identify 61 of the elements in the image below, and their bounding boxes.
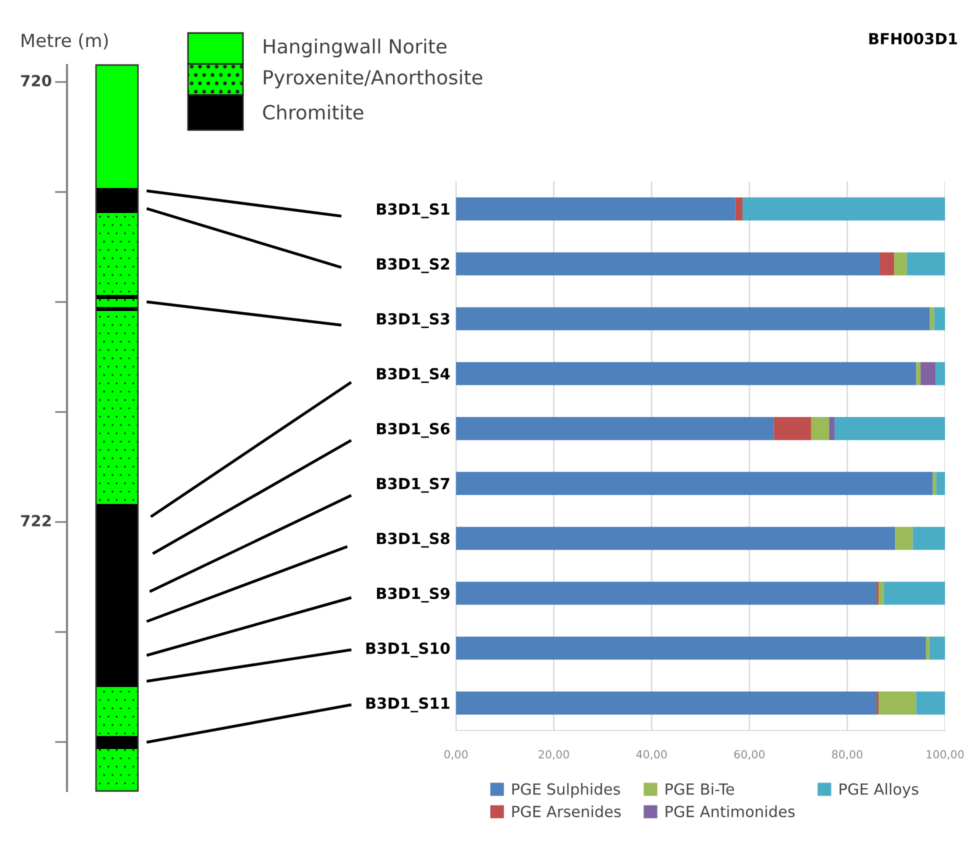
bar [884,582,945,605]
text: Chromitite [263,104,364,120]
y-tick-label: B3D1_S1 [376,203,450,218]
text: Pyroxenite/Anorthosite [264,70,482,88]
text: Hangingwall Norite [264,38,446,58]
x-tick-label: 20,00 [538,750,569,760]
x-tick-label: 60,00 [734,750,765,760]
x-tick-label: 40,00 [636,750,667,760]
bar [456,197,736,220]
bar [929,636,945,660]
bar [878,582,884,605]
bar [742,197,945,220]
y-tick-label: B3D1_S2 [376,258,450,274]
text: Metre (m) [22,33,108,50]
y-tick-label: B3D1_S11 [366,697,450,712]
bar [936,472,945,495]
legend-label: PGE Alloys [840,783,918,798]
bar [920,362,936,386]
bar [880,252,894,276]
bar [829,417,834,440]
y-tick-label: B3D1_S10 [366,642,450,658]
y-tick-label: B3D1_S6 [376,422,450,438]
legend-label: PGE Antimonides [666,805,795,818]
y-tick-label: B3D1_S8 [376,532,450,548]
x-tick-label: 0,00 [444,750,468,760]
bar [456,526,896,550]
y-tick-label: B3D1_S7 [376,478,450,493]
x-tick-label: 80,00 [832,750,862,760]
legend-label: PGE Arsenides [512,805,621,818]
bar [735,197,743,220]
x-tick-label: 100,00 [926,750,964,760]
bar [916,692,945,715]
y-tick-label: B3D1_S3 [376,313,450,328]
bar [834,417,945,440]
bar [456,362,916,386]
bar [878,692,916,715]
bar [811,417,830,440]
y-tick-label: B3D1_S4 [376,368,450,383]
bar [456,307,930,330]
bar [936,362,945,386]
bar [930,307,934,330]
bar [774,417,812,440]
bar [895,526,913,550]
legend-label: PGE Bi-Te [666,783,734,795]
bar [906,252,945,276]
bar [456,636,926,660]
bar [456,472,933,495]
bar [456,692,877,715]
bar [894,252,907,276]
bar [926,636,930,660]
bar [456,417,774,440]
bar [912,526,945,550]
y-tick-label: B3D1_S9 [376,588,450,603]
bar [916,362,921,386]
bar [934,307,945,330]
legend-label: PGE Sulphides [512,783,620,798]
text: 720 [21,74,52,86]
bar [456,252,880,276]
text: 722 [21,514,51,526]
chart-title: BFH003D1 [869,32,957,44]
bar [456,582,877,605]
